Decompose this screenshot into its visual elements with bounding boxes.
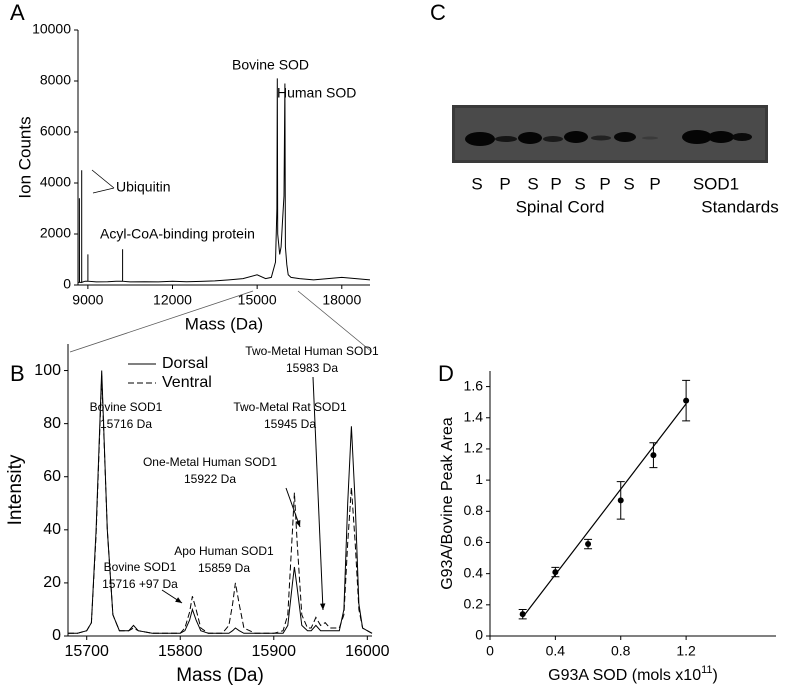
point <box>617 497 624 504</box>
annotation: 15859 Da <box>198 561 250 575</box>
zoom-line <box>69 290 254 353</box>
lane-label: S <box>527 174 538 193</box>
group-label: Spinal Cord <box>516 197 605 216</box>
point <box>650 452 657 459</box>
x-tick-label: 9000 <box>72 292 103 308</box>
panel-label: D <box>438 361 454 386</box>
lane-label: P <box>599 174 610 193</box>
y-axis-label: Ion Counts <box>15 116 34 198</box>
y-tick-label: 0.2 <box>464 596 484 612</box>
y-tick-label: 1.4 <box>464 408 484 424</box>
y-axis-label: Intensity <box>5 454 26 525</box>
y-tick-label: 20 <box>43 574 61 591</box>
annotation: Ubiquitin <box>116 179 170 195</box>
x-tick-label: 15700 <box>64 643 109 660</box>
annotation: One-Metal Human SOD1 <box>143 455 277 469</box>
annotation: Bovine SOD <box>232 57 309 73</box>
y-tick-label: 1.2 <box>464 440 484 456</box>
annotation: 15716 +97 Da <box>102 577 178 591</box>
x-axis-label: G93A SOD (mols x1011) <box>548 664 718 684</box>
y-tick-label: 0.6 <box>464 533 484 549</box>
annotation: 15716 Da <box>100 417 152 431</box>
panel-label: A <box>10 0 25 25</box>
y-tick-label: 6000 <box>40 123 71 139</box>
y-tick-label: 1 <box>475 471 483 487</box>
annotation: 15922 Da <box>184 472 236 486</box>
annotation: 15945 Da <box>264 417 316 431</box>
x-tick-label: 18000 <box>322 292 361 308</box>
lane-label: SOD1 <box>693 174 739 193</box>
lane-label: P <box>649 174 660 193</box>
annotation-pointer <box>91 169 115 194</box>
annotation: 15983 Da <box>286 361 338 375</box>
lane-label: S <box>574 174 585 193</box>
y-tick-label: 0 <box>52 627 61 644</box>
point <box>585 541 592 548</box>
annotation: Human SOD <box>277 85 356 101</box>
annotation: Acyl-CoA-binding protein <box>100 226 255 242</box>
lane-label: P <box>550 174 561 193</box>
arrow-head <box>320 603 326 610</box>
y-tick-label: 0.4 <box>464 564 484 580</box>
gel-image <box>452 105 768 163</box>
spectrum-line <box>78 78 371 284</box>
arrow-head <box>295 520 301 527</box>
y-tick-label: 4000 <box>40 174 71 190</box>
panel-label: B <box>10 361 25 386</box>
x-axis-label-part: ) <box>713 667 718 684</box>
arrow-head <box>175 597 182 603</box>
y-tick-label: 0.8 <box>464 502 484 518</box>
x-tick-label: 0 <box>486 643 494 659</box>
y-tick-label: 0 <box>63 276 71 292</box>
group-label: Standards <box>701 197 779 216</box>
y-tick-label: 60 <box>43 468 61 485</box>
x-axis-label-part: 11 <box>701 664 712 676</box>
annotation: Two-Metal Rat SOD1 <box>233 400 347 414</box>
y-tick-label: 40 <box>43 521 61 538</box>
x-tick-label: 16000 <box>345 643 390 660</box>
y-tick-label: 100 <box>34 362 61 379</box>
y-tick-label: 10000 <box>32 21 71 37</box>
y-tick-label: 8000 <box>40 72 71 88</box>
point <box>683 397 690 404</box>
x-tick-label: 15900 <box>252 643 297 660</box>
y-tick-label: 1.6 <box>464 377 484 393</box>
lane-label: S <box>623 174 634 193</box>
arrow <box>285 487 301 528</box>
y-axis-label: G93A/Bovine Peak Area <box>439 417 456 590</box>
x-tick-label: 0.8 <box>611 643 631 659</box>
gel-labels: C SOD1 Spinal Cord Standards <box>430 0 779 216</box>
annotation: Apo Human SOD1 <box>174 544 274 558</box>
x-axis-label: Mass (Da) <box>176 665 264 686</box>
x-tick-label: 15000 <box>238 292 277 308</box>
fit-line <box>522 403 687 618</box>
y-tick-label: 0 <box>475 627 483 643</box>
arrow <box>312 376 324 611</box>
panel-label: C <box>430 0 446 25</box>
legend-label: Ventral <box>162 374 212 391</box>
zoom-line <box>297 290 373 353</box>
legend-label: Dorsal <box>162 355 208 372</box>
x-tick-label: 1.2 <box>676 643 696 659</box>
y-tick-label: 80 <box>43 415 61 432</box>
annotation: Two-Metal Human SOD1 <box>245 344 379 358</box>
annotation: Bovine SOD1 <box>90 400 163 414</box>
x-tick-label: 0.4 <box>546 643 566 659</box>
x-tick-label: 15800 <box>158 643 203 660</box>
annotation: Bovine SOD1 <box>104 560 177 574</box>
x-tick-label: 12000 <box>153 292 192 308</box>
x-axis-label: Mass (Da) <box>185 314 263 333</box>
lane-label: P <box>499 174 510 193</box>
y-tick-label: 2000 <box>40 225 71 241</box>
spectrum-line <box>68 375 373 634</box>
x-axis-label-part: G93A SOD (mols x10 <box>548 667 701 684</box>
lane-label: S <box>471 174 482 193</box>
